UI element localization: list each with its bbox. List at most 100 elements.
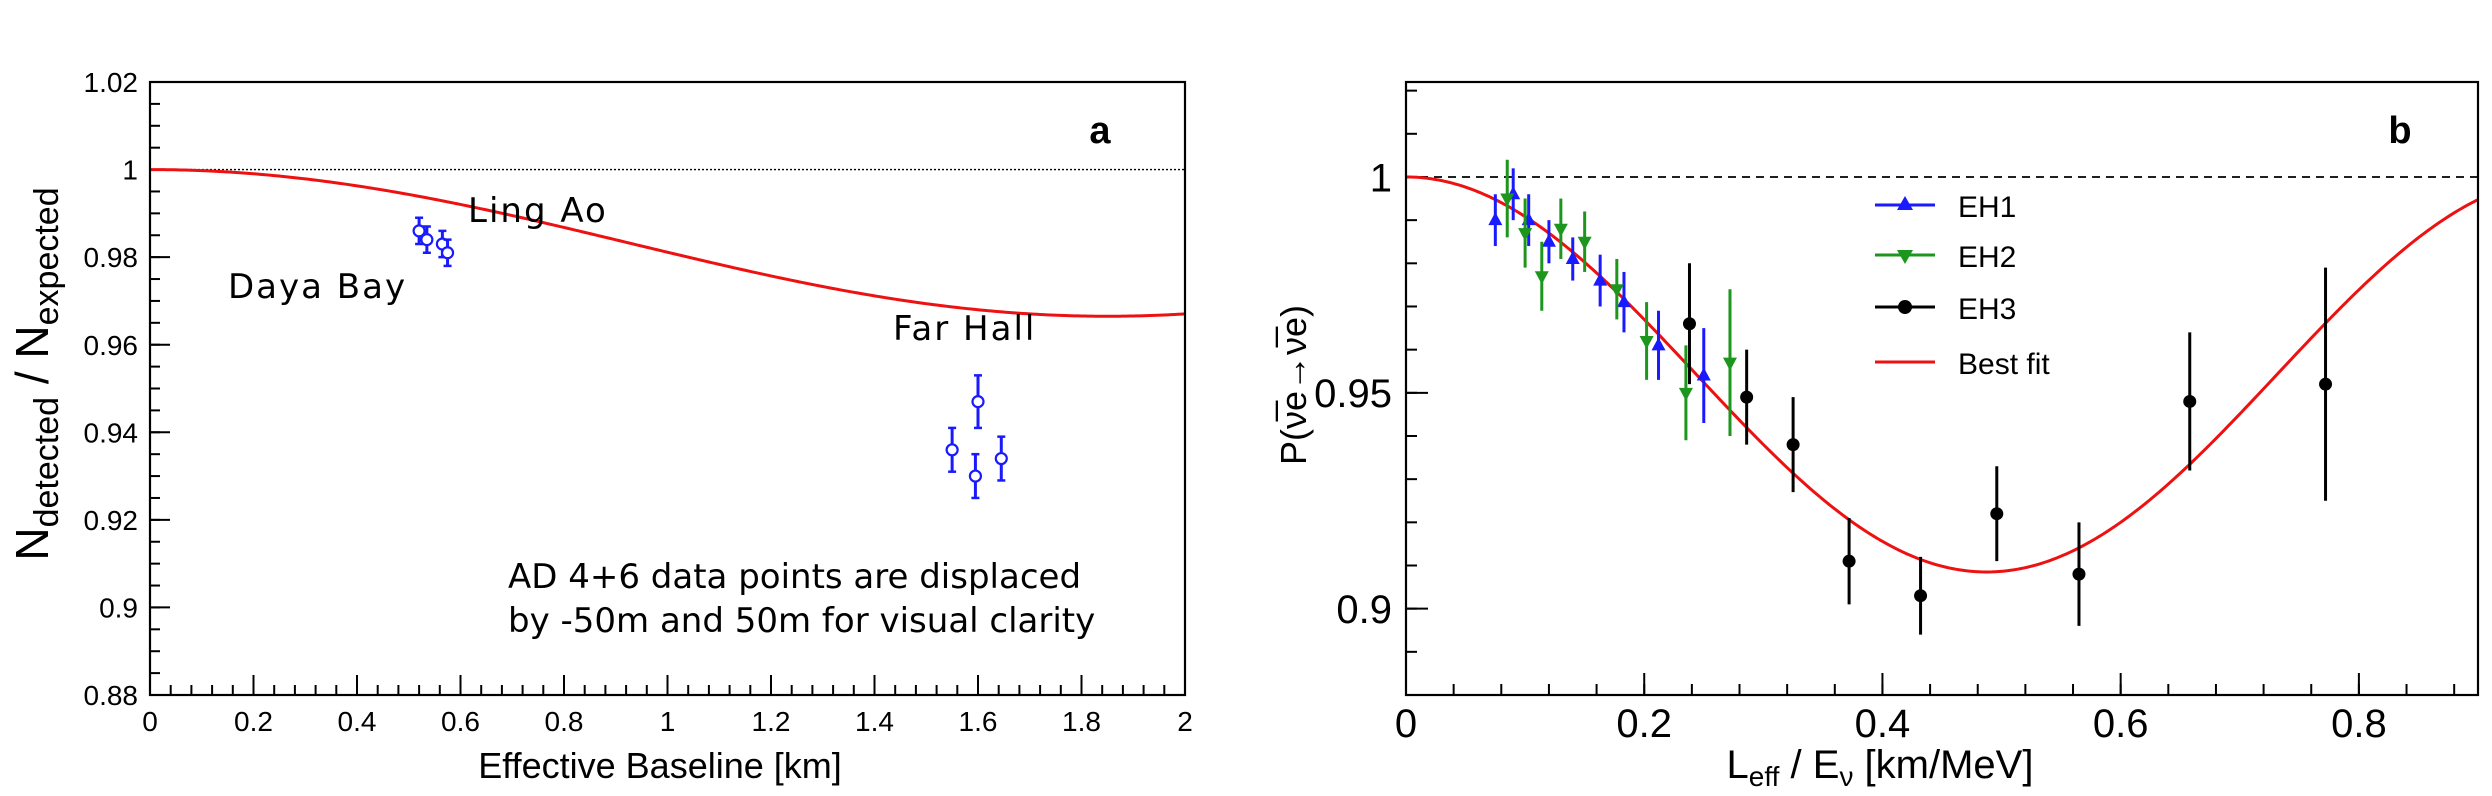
panel-b-ticks: 0 0.2 0.4 0.6 0.8 0.9 0.95 1 <box>1314 89 2456 746</box>
panel-b-point-eh3 <box>1914 589 1928 603</box>
panel-a-data-point <box>994 451 1008 466</box>
panel-b-point-eh3 <box>2183 394 2197 408</box>
panel-b-label: b <box>2388 110 2411 152</box>
panel-a-data-point <box>412 224 426 238</box>
panel-b-data-points <box>1488 159 2333 635</box>
legend-entry-eh1: EH1 <box>1875 191 2016 224</box>
site-label-ling-ao: Ling Ao <box>468 191 608 231</box>
x-label-sub-eff: eff <box>1749 761 1780 792</box>
a-x-tick-label: 0.6 <box>441 706 480 737</box>
x-label-l: L <box>1727 743 1749 787</box>
panel-b-point-eh1 <box>1616 294 1631 308</box>
b-y-tick-label: 0.95 <box>1314 372 1392 416</box>
panel-b-point-eh2 <box>1534 271 1549 285</box>
panel-a-y-axis-label: Ndetected / Nexpected <box>6 187 66 560</box>
panel-b-point-eh1 <box>1541 233 1556 247</box>
panel-a-x-axis-label: Effective Baseline [km] <box>478 745 842 786</box>
panel-b-point-eh3 <box>1990 507 2004 521</box>
panel-b-point-eh1 <box>1593 272 1608 286</box>
panel-b-point-eh1 <box>1696 367 1711 381</box>
a-x-tick-label: 1.4 <box>855 706 894 737</box>
panel-b-point-eh1 <box>1565 250 1580 264</box>
panel-a-data-point <box>420 233 434 247</box>
panel-a-data-point <box>971 395 985 409</box>
b-x-tick-label: 0.6 <box>2093 702 2149 746</box>
x-label-slash-e: / E <box>1779 743 1839 787</box>
legend-marker-eh1 <box>1897 196 1913 210</box>
a-x-tick-label: 1 <box>660 706 676 737</box>
panel-a-ticks: 0 0.2 0.4 0.6 0.8 1 1.2 1.4 1.6 1.8 2 0.88 0.9 0.92 0.… <box>84 67 1193 737</box>
legend-label-eh1: EH1 <box>1958 191 2016 224</box>
panel-b-point-eh2 <box>1500 193 1515 207</box>
a-x-tick-label: 1.8 <box>1062 706 1101 737</box>
legend-label-eh3: EH3 <box>1958 293 2016 326</box>
legend-entry-best-fit: Best fit <box>1875 348 2050 381</box>
a-y-tick-label: 0.9 <box>99 593 138 624</box>
x-label-sub-nu: ν <box>1839 761 1853 792</box>
legend-label-eh2: EH2 <box>1958 241 2016 274</box>
b-x-tick-label: 0 <box>1395 702 1417 746</box>
panel-b-point-eh2 <box>1722 357 1737 371</box>
panel-b-point-eh1 <box>1651 337 1666 351</box>
panel-b-fit-curve <box>1405 175 2479 574</box>
panel-b-point-eh3 <box>1682 317 1696 331</box>
y-label-n1: N <box>6 527 58 560</box>
panel-a-note-line-1: AD 4+6 data points are displaced <box>508 557 1081 597</box>
a-x-tick-label: 0 <box>142 706 158 737</box>
panel-a-data-point <box>968 469 983 483</box>
a-x-tick-label: 2 <box>1177 706 1193 737</box>
panel-b-point-eh3 <box>2319 377 2333 391</box>
panel-a-note-line-2: by -50m and 50m for visual clarity <box>508 601 1095 641</box>
panel-b-legend: EH1 EH2 EH3 Best fit <box>1875 191 2050 381</box>
a-y-tick-label: 0.94 <box>84 417 139 448</box>
site-label-far-hall: Far Hall <box>893 309 1036 349</box>
panel-b-point-eh2 <box>1609 284 1624 298</box>
panel-a-data-points <box>412 216 1008 500</box>
panel-b-point-eh2 <box>1577 236 1592 250</box>
panel-b-point-eh3 <box>2072 567 2086 581</box>
y-label-sub-expected: expected <box>28 187 66 325</box>
a-y-tick-label: 0.98 <box>84 242 139 273</box>
panel-a-data-point <box>945 443 959 457</box>
panel-b-point-eh1 <box>1488 212 1503 226</box>
panel-b-frame <box>1404 80 2480 697</box>
panel-a-data-point <box>440 246 455 260</box>
y-label-sub-detected: detected <box>28 397 66 527</box>
a-x-tick-label: 1.6 <box>959 706 998 737</box>
panel-b-point-eh2 <box>1553 223 1568 237</box>
a-y-tick-label: 0.92 <box>84 505 139 536</box>
a-y-tick-label: 0.88 <box>84 680 139 711</box>
panel-b-point-eh2 <box>1678 387 1693 401</box>
panel-b-point-eh2 <box>1518 228 1533 242</box>
b-y-tick-label: 0.9 <box>1336 588 1392 632</box>
b-x-tick-label: 0.4 <box>1855 702 1911 746</box>
panel-b-point-eh3 <box>1842 554 1856 568</box>
panel-a: 0 0.2 0.4 0.6 0.8 1 1.2 1.4 1.6 1.8 2 0.88 0.9 0.92 0.… <box>6 67 1193 786</box>
legend-marker-eh3 <box>1898 300 1912 314</box>
x-label-units: [km/MeV] <box>1853 743 2033 787</box>
panel-b-point-eh2 <box>1639 336 1654 350</box>
a-y-tick-label: 0.96 <box>84 330 139 361</box>
legend-entry-eh2: EH2 <box>1875 241 2016 274</box>
panel-b-point-eh3 <box>1740 390 1754 404</box>
panel-b: 0 0.2 0.4 0.6 0.8 0.9 0.95 1 b EH1 EH2 EH3 <box>1273 80 2480 792</box>
b-y-tick-label: 1 <box>1370 156 1392 200</box>
a-x-tick-label: 1.2 <box>752 706 791 737</box>
panel-b-point-eh3 <box>1786 438 1800 452</box>
b-x-tick-label: 0.8 <box>2331 702 2387 746</box>
a-x-tick-label: 0.4 <box>338 706 377 737</box>
panel-b-x-axis-label: Leff / Eν [km/MeV] <box>1727 743 2034 792</box>
a-y-tick-label: 1 <box>122 155 138 186</box>
y-label-slash-n2: / N <box>6 325 58 397</box>
legend-entry-eh3: EH3 <box>1875 293 2016 326</box>
legend-label-best-fit: Best fit <box>1958 348 2050 381</box>
a-y-tick-label: 1.02 <box>84 67 139 98</box>
b-x-tick-label: 0.2 <box>1616 702 1672 746</box>
panel-a-frame <box>148 80 1187 697</box>
a-x-tick-label: 0.2 <box>234 706 273 737</box>
panel-a-fit-curve <box>149 168 1186 318</box>
a-x-tick-label: 0.8 <box>545 706 584 737</box>
panel-a-label: a <box>1089 110 1111 152</box>
panel-b-y-axis-label: P(ν̅e→ν̅e) <box>1273 305 1314 465</box>
